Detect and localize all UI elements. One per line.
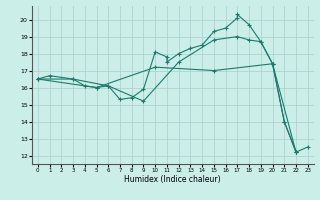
X-axis label: Humidex (Indice chaleur): Humidex (Indice chaleur)	[124, 175, 221, 184]
